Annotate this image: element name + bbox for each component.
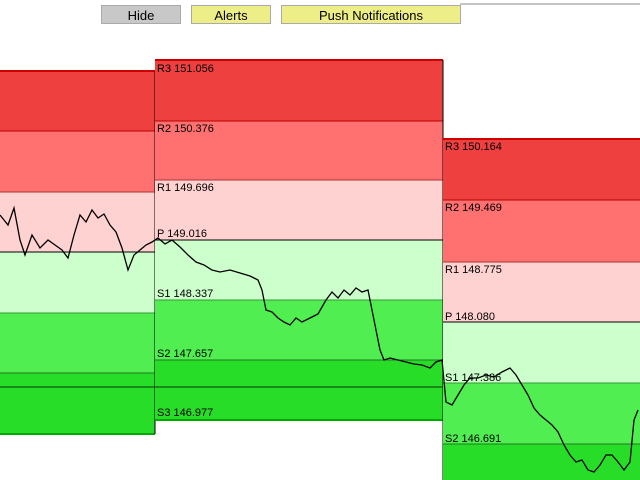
zone xyxy=(443,139,640,200)
level-label: R1 148.775 xyxy=(445,264,502,276)
level-label: R3 151.056 xyxy=(157,63,214,75)
zone xyxy=(155,180,443,240)
zone xyxy=(0,252,155,313)
zone xyxy=(443,262,640,322)
zone xyxy=(155,240,443,300)
level-label: R2 150.376 xyxy=(157,123,214,135)
level-label: S2 146.691 xyxy=(445,433,501,445)
zone xyxy=(0,373,155,434)
zone xyxy=(155,60,443,121)
pivot-block: R3 150.164 R2 149.469 R1 148.775 P 148.0… xyxy=(443,138,640,480)
level-label: S3 146.977 xyxy=(157,407,213,419)
zone xyxy=(0,71,155,131)
pivot-block: R3 151.056 R2 150.376 R1 149.696 P 149.0… xyxy=(155,59,444,480)
zone xyxy=(155,121,443,180)
level-lines xyxy=(443,138,640,445)
zone xyxy=(443,383,640,444)
button[interactable]: Push Notifications xyxy=(281,5,461,24)
zone xyxy=(443,322,640,383)
zone xyxy=(443,200,640,262)
level-label: R3 150.164 xyxy=(445,141,502,153)
level-label: R2 149.469 xyxy=(445,202,502,214)
zone xyxy=(155,360,443,420)
zone xyxy=(0,131,155,192)
level-label: P 148.080 xyxy=(445,311,495,323)
price-series xyxy=(0,205,639,473)
button[interactable]: Hide xyxy=(101,5,181,24)
zone xyxy=(0,313,155,373)
level-label: P 149.016 xyxy=(157,228,207,240)
pivot-block xyxy=(0,70,156,435)
button[interactable]: Alerts xyxy=(191,5,271,24)
zone xyxy=(155,300,443,360)
level-label: S1 148.337 xyxy=(157,288,213,300)
level-label: S2 147.657 xyxy=(157,348,213,360)
zone xyxy=(443,444,640,480)
level-label: R1 149.696 xyxy=(157,182,214,194)
